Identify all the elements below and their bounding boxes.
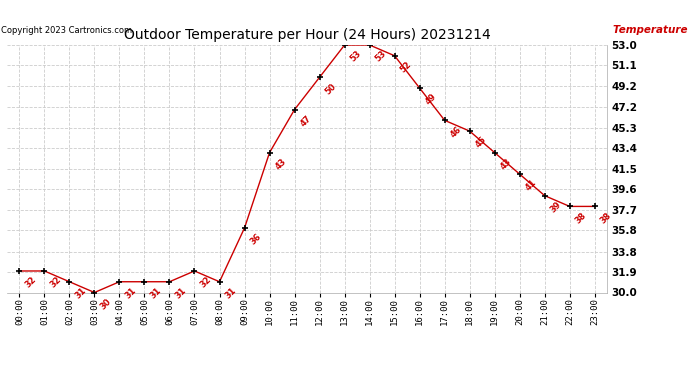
Text: 41: 41 [524, 178, 538, 193]
Text: 32: 32 [199, 275, 213, 290]
Text: 50: 50 [324, 81, 338, 96]
Text: 31: 31 [148, 286, 164, 300]
Text: 31: 31 [74, 286, 88, 300]
Text: 45: 45 [474, 135, 489, 150]
Text: 43: 43 [274, 157, 288, 171]
Text: 49: 49 [424, 92, 438, 107]
Text: Copyright 2023 Cartronics.com: Copyright 2023 Cartronics.com [1, 26, 132, 35]
Text: 31: 31 [124, 286, 138, 300]
Text: 53: 53 [374, 49, 388, 64]
Text: 32: 32 [48, 275, 63, 290]
Text: 53: 53 [348, 49, 364, 64]
Text: 31: 31 [174, 286, 188, 300]
Text: 31: 31 [224, 286, 238, 300]
Text: 36: 36 [248, 232, 264, 247]
Text: 46: 46 [448, 124, 464, 139]
Text: 47: 47 [299, 114, 313, 128]
Text: 30: 30 [99, 297, 113, 311]
Text: 38: 38 [574, 211, 589, 225]
Title: Outdoor Temperature per Hour (24 Hours) 20231214: Outdoor Temperature per Hour (24 Hours) … [124, 28, 491, 42]
Text: 38: 38 [599, 211, 613, 225]
Text: Temperature (°F): Temperature (°F) [613, 25, 690, 35]
Text: 32: 32 [23, 275, 38, 290]
Text: 43: 43 [499, 157, 513, 171]
Text: 39: 39 [549, 200, 563, 214]
Text: 52: 52 [399, 60, 413, 74]
